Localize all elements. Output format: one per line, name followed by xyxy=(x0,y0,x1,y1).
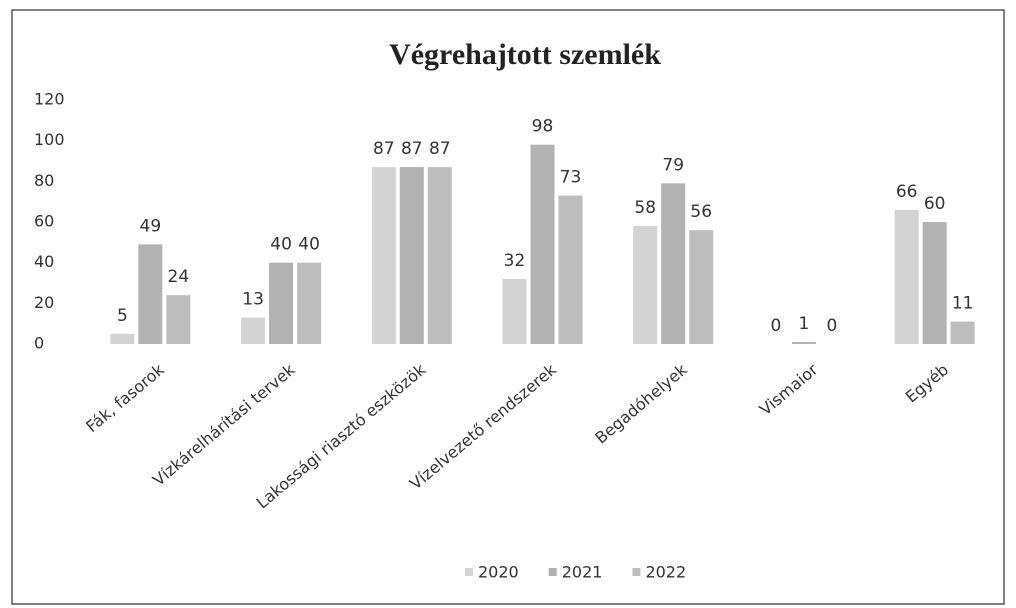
bar xyxy=(297,262,322,344)
bar xyxy=(894,209,919,344)
data-label: 49 xyxy=(140,216,162,236)
bar xyxy=(241,317,266,344)
legend-label: 2020 xyxy=(478,563,519,582)
bar xyxy=(689,230,714,344)
legend-label: 2022 xyxy=(645,563,686,582)
data-label: 87 xyxy=(401,139,423,159)
data-label: 98 xyxy=(532,117,554,137)
data-label: 87 xyxy=(429,139,451,159)
bar xyxy=(138,244,163,344)
data-label: 58 xyxy=(634,198,656,218)
data-label: 1 xyxy=(799,314,810,334)
data-label: 40 xyxy=(270,235,292,255)
bar xyxy=(530,144,555,344)
y-tick-label: 60 xyxy=(34,212,54,231)
data-label: 66 xyxy=(896,182,918,202)
y-tick-label: 80 xyxy=(34,171,54,190)
data-label: 13 xyxy=(242,290,264,310)
y-tick-label: 40 xyxy=(34,252,54,271)
bar xyxy=(427,167,452,344)
bar xyxy=(269,262,294,344)
data-label: 24 xyxy=(168,267,190,287)
y-tick-label: 100 xyxy=(34,130,65,149)
y-tick-label: 120 xyxy=(34,90,65,109)
data-label: 11 xyxy=(952,294,974,314)
bar xyxy=(110,333,135,344)
bar xyxy=(950,321,975,344)
bar xyxy=(399,167,424,344)
data-label: 87 xyxy=(373,139,395,159)
y-tick-label: 0 xyxy=(34,334,44,353)
data-label: 60 xyxy=(924,194,946,214)
bar xyxy=(633,226,658,344)
legend-swatch xyxy=(465,568,473,576)
bar xyxy=(558,195,583,344)
bar xyxy=(922,222,947,344)
legend-label: 2021 xyxy=(562,563,603,582)
data-label: 0 xyxy=(771,316,782,336)
data-label: 73 xyxy=(560,168,582,188)
bar xyxy=(371,167,396,344)
data-label: 5 xyxy=(117,306,128,326)
legend-swatch xyxy=(632,568,641,576)
bar xyxy=(791,341,816,344)
legend-swatch xyxy=(548,568,557,576)
bar xyxy=(502,278,527,344)
data-label: 56 xyxy=(690,202,712,222)
bar xyxy=(661,183,686,344)
y-tick-label: 20 xyxy=(34,293,54,312)
chart-title: Végrehajtott szemlék xyxy=(389,38,661,71)
bar xyxy=(166,295,191,344)
data-label: 79 xyxy=(662,155,684,175)
data-label: 40 xyxy=(298,235,320,255)
data-label: 32 xyxy=(504,251,526,271)
data-label: 0 xyxy=(827,316,838,336)
